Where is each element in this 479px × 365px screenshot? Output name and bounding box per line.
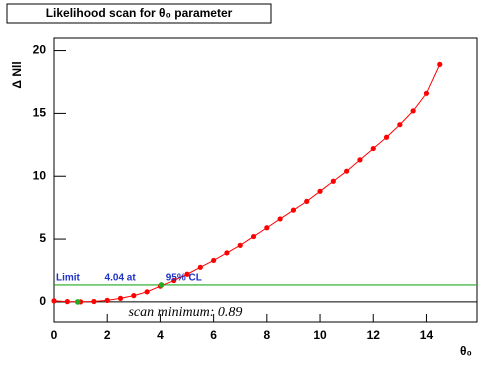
data-point (104, 297, 110, 303)
limit-label: 4.04 at (105, 273, 137, 284)
x-axis-title: θ₀ (460, 344, 472, 358)
x-tick-label: 12 (367, 328, 381, 342)
y-axis-title: Δ Nll (10, 61, 24, 88)
minimum-label: scan minimum: 0.89 (128, 305, 242, 320)
data-point (117, 295, 124, 301)
data-point (383, 134, 390, 140)
x-tick-label: 6 (210, 328, 217, 342)
marker (158, 282, 165, 288)
data-point (91, 298, 97, 305)
marker (74, 299, 81, 305)
data-point (144, 289, 150, 295)
data-point (171, 277, 177, 284)
data-point (64, 299, 70, 305)
data-point (410, 108, 416, 114)
y-tick-label: 0 (39, 294, 46, 308)
data-point (224, 250, 230, 256)
y-tick-label: 15 (33, 106, 47, 120)
x-tick-label: 4 (157, 328, 164, 342)
data-point (237, 242, 243, 248)
x-tick-label: 10 (313, 328, 327, 342)
data-point (131, 293, 137, 299)
data-point (184, 271, 190, 277)
data-point (211, 257, 217, 264)
data-point (264, 225, 270, 231)
plot-frame (53, 37, 478, 323)
chart-title: Likelihood scan for θ₀ parameter (46, 6, 233, 20)
title-box (6, 3, 272, 24)
y-tick-label: 20 (33, 43, 47, 57)
x-tick-label: 14 (420, 328, 434, 342)
data-point (397, 122, 403, 128)
data-point (370, 145, 376, 152)
data-point (344, 168, 350, 174)
data-point (290, 207, 297, 213)
limit-label: 95% CL (166, 273, 202, 284)
y-tick-label: 10 (33, 168, 47, 182)
data-point (317, 188, 323, 194)
data-point (277, 216, 283, 222)
data-point (304, 198, 310, 204)
data-point (437, 61, 443, 67)
data-point (197, 264, 203, 270)
x-tick-label: 8 (263, 328, 270, 342)
x-tick-label: 2 (104, 328, 111, 342)
data-point (51, 298, 57, 304)
data-point (423, 90, 430, 96)
data-point (330, 178, 336, 184)
data-point (250, 233, 257, 240)
y-tick-label: 5 (39, 231, 46, 245)
x-tick-label: 0 (51, 328, 58, 342)
limit-label: Limit (56, 273, 81, 284)
data-point (357, 157, 363, 163)
